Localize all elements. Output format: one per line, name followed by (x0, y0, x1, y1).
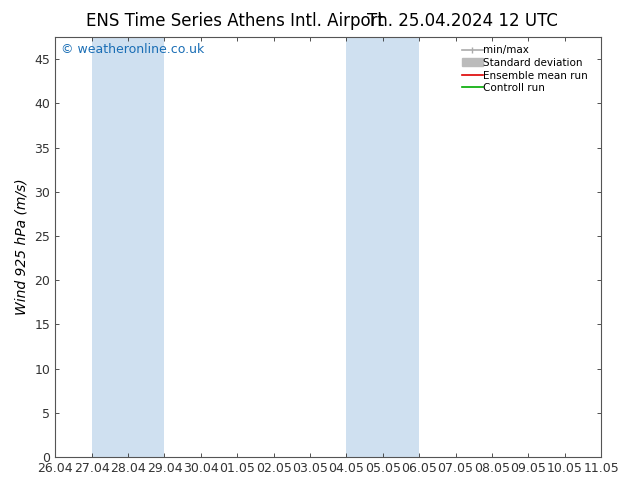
Bar (601, 37, 634, 457)
Text: Th. 25.04.2024 12 UTC: Th. 25.04.2024 12 UTC (367, 12, 559, 30)
Bar (92, 37, 164, 457)
Y-axis label: Wind 925 hPa (m/s): Wind 925 hPa (m/s) (15, 179, 29, 316)
Bar (346, 37, 419, 457)
Legend: min/max, Standard deviation, Ensemble mean run, Controll run: min/max, Standard deviation, Ensemble me… (458, 41, 597, 98)
Text: ENS Time Series Athens Intl. Airport: ENS Time Series Athens Intl. Airport (86, 12, 384, 30)
Text: © weatheronline.co.uk: © weatheronline.co.uk (61, 43, 204, 56)
